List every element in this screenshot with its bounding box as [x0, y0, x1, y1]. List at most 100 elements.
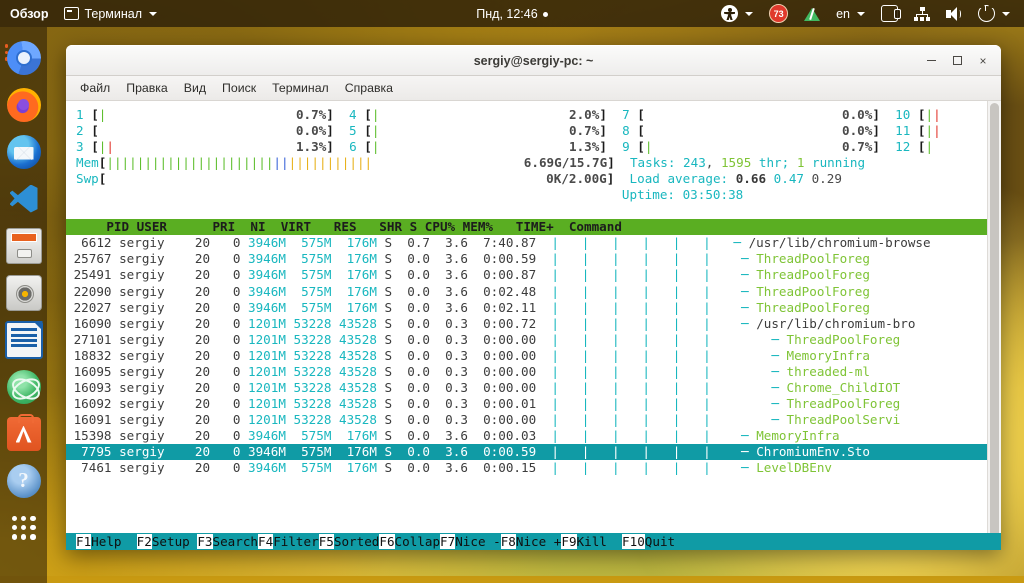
- menu-terminal[interactable]: Терминал: [272, 81, 329, 95]
- volume-indicator[interactable]: [938, 0, 970, 27]
- menu-view[interactable]: Вид: [183, 81, 207, 95]
- network-signal-indicator[interactable]: [796, 0, 828, 27]
- cell-mem: 3.6: [430, 427, 468, 443]
- cell-res: 575M: [285, 427, 332, 443]
- cell-command: ThreadPoolForeg: [756, 251, 870, 267]
- fkey-label-f3[interactable]: Search: [212, 534, 259, 549]
- network-indicator[interactable]: [906, 0, 938, 27]
- table-row[interactable]: 22027 sergiy 20 0 3946M 575M 176M S 0.0 …: [66, 300, 1001, 316]
- cpu-percent-label: 1.3%: [295, 139, 327, 155]
- table-row[interactable]: 25491 sergiy 20 0 3946M 575M 176M S 0.0 …: [66, 267, 1001, 283]
- table-row[interactable]: 16095 sergiy 20 0 1201M 53228 43528 S 0.…: [66, 364, 1001, 380]
- swap-value: 0K/2.00G: [546, 171, 607, 187]
- dock-item-thunderbird[interactable]: [4, 128, 44, 175]
- activities-overview-button[interactable]: Обзор: [0, 0, 56, 27]
- cell-tree-branch: ─: [733, 235, 749, 251]
- dock-item-rhythmbox[interactable]: [4, 269, 44, 316]
- window-titlebar[interactable]: sergiy@sergiy-pc: ~ ×: [66, 45, 1001, 76]
- window-controls: ×: [919, 46, 995, 75]
- dock-item-chromium[interactable]: [4, 34, 44, 81]
- fkey-label-f6[interactable]: Collap: [394, 534, 441, 549]
- menu-help[interactable]: Справка: [344, 81, 393, 95]
- dock-item-atom[interactable]: [4, 363, 44, 410]
- terminal-screen[interactable]: 1 [| 0.7%] 4 [| 2.0%] 7 [ 0.0%] 10 [|| 1…: [66, 101, 1001, 550]
- menu-search[interactable]: Поиск: [222, 81, 257, 95]
- fkey-f9[interactable]: F9: [561, 534, 577, 549]
- notification-badge-button[interactable]: 73: [761, 0, 796, 27]
- cell-res: 575M: [285, 251, 332, 267]
- cell-cpu: 0.0: [392, 251, 431, 267]
- table-row[interactable]: 7795 sergiy 20 0 3946M 575M 176M S 0.0 3…: [66, 443, 1001, 461]
- terminal-scrollbar[interactable]: [987, 101, 1001, 550]
- menu-file[interactable]: Файл: [80, 81, 111, 95]
- fkey-f1[interactable]: F1: [76, 534, 92, 549]
- screen-share-indicator[interactable]: [873, 0, 906, 27]
- table-row[interactable]: 25767 sergiy 20 0 3946M 575M 176M S 0.0 …: [66, 251, 1001, 267]
- table-row[interactable]: 16092 sergiy 20 0 1201M 53228 43528 S 0.…: [66, 396, 1001, 412]
- process-table[interactable]: 6612 sergiy 20 0 3946M 575M 176M S 0.7 3…: [66, 235, 1001, 476]
- scrollbar-thumb[interactable]: [990, 103, 999, 547]
- fkey-f2[interactable]: F2: [136, 534, 152, 549]
- cell-pid: 27101: [66, 331, 112, 347]
- accessibility-menu[interactable]: [713, 0, 761, 27]
- fkey-label-f9[interactable]: Kill: [576, 534, 623, 549]
- process-table-header: PID USER PRI NI VIRT RES SHR S CPU% MEM%…: [66, 219, 1001, 236]
- maximize-button[interactable]: [945, 50, 969, 72]
- show-applications-button[interactable]: [4, 504, 44, 551]
- fkey-f10[interactable]: F10: [622, 534, 645, 549]
- htop-function-key-bar: F1 Help F2 Setup F3 Search F4 Filter F5 Sorted F…: [66, 533, 1001, 550]
- fkey-label-f8[interactable]: Nice +: [515, 534, 562, 549]
- cell-virt: 3946M: [240, 283, 286, 299]
- fkey-f4[interactable]: F4: [258, 534, 274, 549]
- cell-virt: 1201M: [240, 411, 286, 427]
- keyboard-layout-menu[interactable]: en: [828, 0, 873, 27]
- system-menu-button[interactable]: [970, 0, 1018, 27]
- cell-state: S: [376, 427, 393, 443]
- fkey-f6[interactable]: F6: [379, 534, 395, 549]
- fkey-label-f2[interactable]: Setup: [151, 534, 198, 549]
- table-row[interactable]: 22090 sergiy 20 0 3946M 575M 176M S 0.0 …: [66, 284, 1001, 300]
- clock-label: Пнд, 12:46: [476, 6, 538, 21]
- minimize-button[interactable]: [919, 50, 943, 72]
- fkey-label-f10[interactable]: Quit: [644, 534, 676, 549]
- fkey-label-f1[interactable]: Help: [91, 534, 137, 549]
- app-menu-label: Терминал: [84, 6, 143, 21]
- fkey-f5[interactable]: F5: [318, 534, 334, 549]
- dock-item-vscode[interactable]: [4, 175, 44, 222]
- table-row[interactable]: 16091 sergiy 20 0 1201M 53228 43528 S 0.…: [66, 412, 1001, 428]
- fkey-label-f5[interactable]: Sorted: [333, 534, 380, 549]
- table-row[interactable]: 16093 sergiy 20 0 1201M 53228 43528 S 0.…: [66, 380, 1001, 396]
- dock-item-files[interactable]: [4, 222, 44, 269]
- menu-edit[interactable]: Правка: [126, 81, 168, 95]
- cell-mem: 3.6: [430, 235, 468, 251]
- app-menu-terminal[interactable]: Терминал: [56, 0, 165, 27]
- fkey-label-f7[interactable]: Nice -: [455, 534, 501, 549]
- table-row[interactable]: 7461 sergiy 20 0 3946M 575M 176M S 0.0 3…: [66, 460, 1001, 476]
- table-row[interactable]: 27101 sergiy 20 0 1201M 53228 43528 S 0.…: [66, 332, 1001, 348]
- table-row[interactable]: 15398 sergiy 20 0 3946M 575M 176M S 0.0 …: [66, 428, 1001, 444]
- cell-time: 0:00.59: [467, 443, 537, 459]
- dock-item-firefox[interactable]: [4, 81, 44, 128]
- cell-pid: 16092: [66, 395, 112, 411]
- libreoffice-writer-icon: [4, 320, 43, 359]
- fkey-f8[interactable]: F8: [500, 534, 516, 549]
- fkey-f7[interactable]: F7: [440, 534, 456, 549]
- fkey-f3[interactable]: F3: [197, 534, 213, 549]
- table-row[interactable]: 16090 sergiy 20 0 1201M 53228 43528 S 0.…: [66, 316, 1001, 332]
- dock-item-software-center[interactable]: [4, 410, 44, 457]
- help-icon: [6, 463, 41, 498]
- load-15min: 0.29: [811, 171, 842, 187]
- cell-pid: 15398: [66, 427, 112, 443]
- cell-tree-guides: | | | | | |: [551, 443, 711, 459]
- dock-item-libreoffice-writer[interactable]: [4, 316, 44, 363]
- dock-item-help[interactable]: [4, 457, 44, 504]
- cell-pid: 7461: [66, 460, 112, 476]
- cell-ni: 0: [210, 251, 241, 267]
- cell-shr: 176M: [331, 443, 377, 459]
- fkey-label-f4[interactable]: Filter: [273, 534, 319, 549]
- table-row[interactable]: 18832 sergiy 20 0 1201M 53228 43528 S 0.…: [66, 348, 1001, 364]
- table-row[interactable]: 6612 sergiy 20 0 3946M 575M 176M S 0.7 3…: [66, 235, 1001, 251]
- thunderbird-icon: [6, 134, 41, 169]
- close-button[interactable]: ×: [979, 53, 987, 68]
- cell-res: 53228: [285, 411, 332, 427]
